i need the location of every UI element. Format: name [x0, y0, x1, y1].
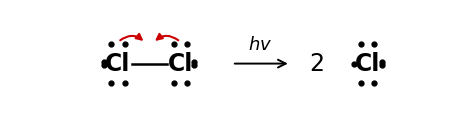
Text: 2: 2 [309, 52, 324, 76]
Text: $hv$: $hv$ [248, 36, 273, 54]
Text: Cl: Cl [355, 52, 381, 76]
Text: Cl: Cl [105, 52, 131, 76]
Text: Cl: Cl [168, 52, 193, 76]
FancyArrowPatch shape [157, 34, 178, 40]
FancyArrowPatch shape [120, 34, 142, 40]
